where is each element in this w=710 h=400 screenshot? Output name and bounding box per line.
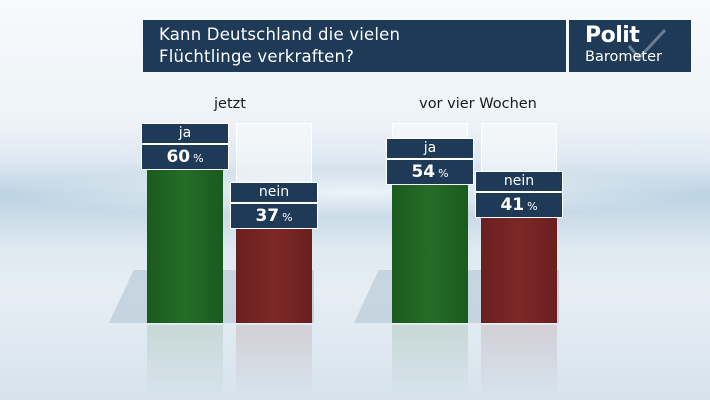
value-label-ja: 60% <box>141 144 229 170</box>
category-label-nein: nein <box>230 181 318 203</box>
bar-ja <box>147 170 223 323</box>
check-mark-icon <box>627 28 667 61</box>
title-line-1: Kann Deutschland die vielen <box>159 25 401 44</box>
bar-reflection <box>236 325 312 400</box>
value-number: 41 <box>500 195 525 216</box>
politbarometer-logo: Polit Barometer <box>569 20 691 72</box>
value-unit: % <box>527 200 538 214</box>
value-unit: % <box>438 167 449 181</box>
bar-ja <box>392 185 468 323</box>
value-label-nein: 41% <box>475 192 563 219</box>
bar-reflection <box>481 325 557 400</box>
logo-text-top: Polit <box>585 23 640 48</box>
value-number: 60 <box>166 147 191 167</box>
category-label-nein: nein <box>475 171 563 193</box>
value-unit: % <box>282 210 293 224</box>
question-title: Kann Deutschland die vielen Flüchtlinge … <box>143 20 566 72</box>
group-label-jetzt: jetzt <box>214 96 246 112</box>
bar-reflection <box>392 325 468 400</box>
value-number: 54 <box>411 162 436 183</box>
value-label-nein: 37% <box>230 202 318 229</box>
value-label-ja: 54% <box>386 159 474 186</box>
bar-reflection <box>147 325 223 400</box>
value-number: 37 <box>255 205 280 226</box>
background-haze <box>0 168 710 218</box>
category-label-ja: ja <box>141 123 229 144</box>
group-label-vor-vier-wochen: vor vier Wochen <box>419 96 537 112</box>
value-unit: % <box>193 152 204 165</box>
bar-nein <box>481 218 557 323</box>
title-line-2: Flüchtlinge verkraften? <box>159 47 355 66</box>
logo-text-bottom: Barometer <box>585 49 662 65</box>
category-label-ja: ja <box>386 138 474 160</box>
bar-nein <box>236 228 312 323</box>
